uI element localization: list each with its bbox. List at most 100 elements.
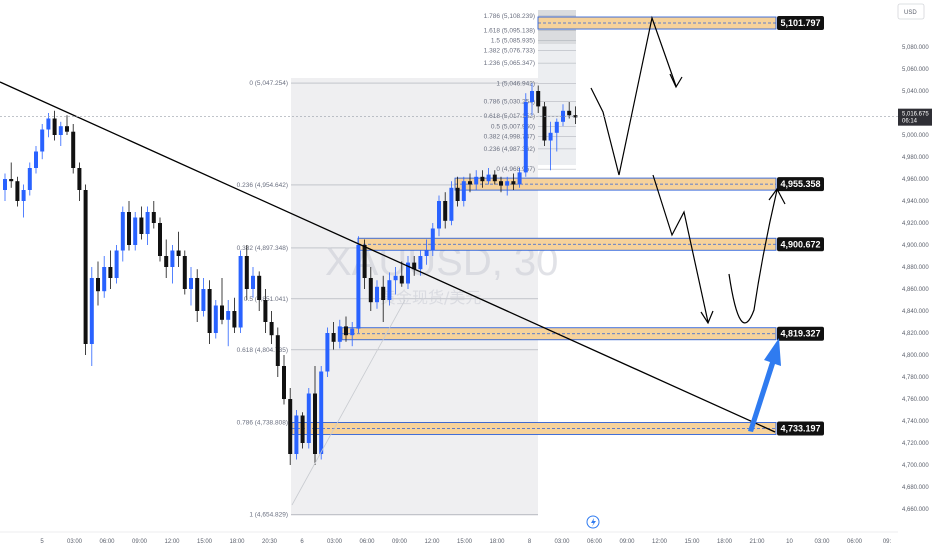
time-tick-14: 18:00 — [489, 539, 505, 545]
candle-body-83 — [517, 172, 522, 185]
price-axis[interactable]: USD 5,080.0005,060.0005,040.0005,020.000… — [897, 0, 932, 550]
fib-label-left-1: 0.236 (4,954.642) — [237, 182, 288, 189]
candle-body-6 — [40, 129, 45, 152]
candle-body-55 — [344, 326, 348, 336]
time-tick-1: 03:00 — [67, 539, 83, 545]
zone-label-3: 4,819.327 — [780, 329, 820, 339]
time-tick-25: 06:00 — [847, 539, 863, 545]
price-tick-5: 4,980.000 — [902, 155, 929, 161]
fib-label-left-2: 0.382 (4,897.348) — [237, 245, 288, 252]
candle-body-41 — [257, 275, 262, 300]
fib-label-left-0: 0 (5,047.254) — [249, 80, 288, 87]
fib-label-left-6: 1 (4,654.829) — [249, 512, 288, 519]
candle-body-18 — [114, 250, 119, 278]
fib-label-left-4: 0.618 (4,804.735) — [237, 347, 288, 354]
candle-body-24 — [151, 212, 156, 223]
time-tick-3: 09:00 — [132, 539, 148, 545]
candle-body-68 — [424, 250, 429, 256]
zone-label-1: 4,955.358 — [780, 179, 820, 189]
fib-label-right-1: 1.618 (5,095.138) — [484, 27, 535, 34]
arrow-head-upper — [669, 73, 683, 89]
price-tick-15: 4,780.000 — [902, 375, 929, 381]
time-tick-24: 03:00 — [814, 539, 830, 545]
lightning-icon[interactable] — [586, 515, 600, 529]
candle-body-7 — [46, 118, 51, 130]
current-price-value: 5,016.675 — [902, 112, 929, 118]
fib-label-left-3: 0.5 (4,851.041) — [244, 296, 288, 303]
time-tick-6: 18:00 — [229, 539, 245, 545]
arrow-head-lower — [700, 310, 714, 325]
time-tick-15: 8 — [528, 539, 532, 545]
candle-body-23 — [145, 212, 150, 234]
candle-body-65 — [406, 262, 410, 284]
candle-body-85 — [530, 91, 534, 102]
candle-body-53 — [331, 333, 336, 342]
candle-body-17 — [108, 267, 113, 278]
candle-body-49 — [306, 393, 311, 443]
candle-body-58 — [362, 245, 367, 278]
candle-body-31 — [195, 278, 200, 311]
candle-body-73 — [455, 187, 460, 201]
candle-body-20 — [127, 212, 131, 245]
candle-body-91 — [567, 110, 572, 116]
candle-body-9 — [58, 126, 63, 135]
candle-body-8 — [52, 118, 57, 135]
candle-body-36 — [226, 311, 231, 320]
candle-body-16 — [102, 267, 107, 292]
candle-body-71 — [443, 201, 448, 221]
price-tick-21: 4,660.000 — [902, 507, 929, 513]
fib-shading — [291, 10, 576, 516]
candle-body-80 — [499, 181, 503, 186]
candle-body-75 — [468, 181, 472, 185]
price-tick-2: 5,040.000 — [902, 89, 929, 95]
fib-label-right-3: 1.382 (5,076.733) — [484, 48, 535, 55]
time-axis[interactable]: 5 03:00 06:00 09:00 12:00 15:00 18:00 20:30 6 03:… — [0, 531, 932, 550]
candle-body-25 — [158, 223, 162, 256]
candle-body-11 — [71, 131, 76, 168]
candle-body-27 — [170, 250, 175, 267]
time-tick-5: 15:00 — [197, 539, 213, 545]
candle-body-38 — [238, 256, 243, 328]
zone-label-bg-4 — [777, 421, 824, 436]
candle-body-88 — [548, 132, 553, 141]
watermark-subtitle: 黄金现货/美元 — [380, 288, 481, 307]
time-tick-10: 06:00 — [359, 539, 375, 545]
candle-body-19 — [120, 212, 125, 251]
candle-body-2 — [15, 181, 20, 201]
candle-body-22 — [139, 217, 144, 234]
time-tick-13: 15:00 — [457, 539, 473, 545]
zone-label-4: 4,733.197 — [780, 423, 820, 433]
time-tick-11: 09:00 — [392, 539, 408, 545]
candle-body-12 — [77, 168, 82, 190]
time-tick-7: 20:30 — [262, 539, 278, 545]
time-tick-16: 03:00 — [554, 539, 570, 545]
candle-body-33 — [207, 289, 212, 333]
candle-body-3 — [21, 190, 26, 201]
candle-body-67 — [418, 256, 423, 270]
fib-anchor-line — [291, 299, 406, 506]
candle-body-47 — [294, 415, 299, 454]
current-price-countdown: 06:14 — [902, 119, 918, 125]
candle-body-82 — [511, 181, 516, 185]
currency-label: USD — [904, 10, 917, 16]
candle-body-56 — [350, 328, 355, 336]
candle-body-69 — [430, 228, 435, 251]
candle-body-35 — [220, 305, 224, 320]
candle-body-62 — [387, 280, 392, 300]
projection-curve — [728, 189, 778, 324]
candle-body-76 — [474, 176, 479, 185]
candle-body-61 — [381, 286, 386, 300]
zone-label-bg-2 — [777, 237, 824, 252]
candle-body-70 — [437, 201, 441, 229]
time-tick-21: 18:00 — [717, 539, 733, 545]
price-tick-7: 4,940.000 — [902, 199, 929, 205]
candle-body-13 — [83, 190, 88, 344]
time-tick-20: 15:00 — [684, 539, 700, 545]
candle-body-81 — [505, 181, 510, 186]
candle-body-4 — [27, 168, 32, 190]
candle-body-30 — [189, 278, 193, 289]
price-tick-12: 4,840.000 — [902, 309, 929, 315]
arrow-head-curve — [768, 187, 786, 205]
